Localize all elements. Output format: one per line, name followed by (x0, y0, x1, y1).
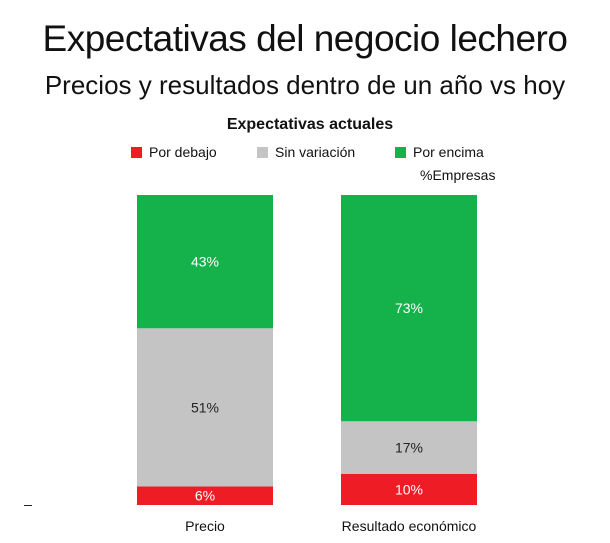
x-tick-label-resultado-economico: Resultado económico (342, 518, 477, 534)
data-label-precio-sin-variacion: 51% (191, 399, 219, 415)
bar-precio-por-debajo (137, 486, 273, 505)
legend-swatch-por-debajo (131, 146, 142, 158)
bar-resultado-economico-por-debajo (341, 474, 477, 505)
axis-dash (24, 505, 32, 506)
page-title: Expectativas del negocio lechero (42, 18, 568, 59)
legend-item-por-encima: Por encima (395, 144, 484, 160)
legend-label-por-debajo: Por debajo (149, 144, 217, 160)
page-subtitle: Precios y resultados dentro de un año vs… (44, 70, 566, 100)
legend-item-sin-variacion: Sin variación (257, 144, 355, 160)
legend-item-por-debajo: Por debajo (131, 144, 217, 160)
data-label-resultado-economico-por-encima: 73% (395, 300, 423, 316)
bar-resultado-economico-por-encima (341, 195, 477, 422)
bar-precio-sin-variacion (137, 328, 273, 487)
legend-label-por-encima: Por encima (413, 144, 484, 160)
data-label-precio-por-encima: 43% (191, 254, 219, 270)
x-tick-label-precio: Precio (185, 518, 225, 534)
legend-swatch-sin-variacion (257, 146, 268, 158)
legend-swatch-por-encima (395, 146, 406, 158)
unit-label: %Empresas (420, 167, 496, 183)
data-label-resultado-economico-sin-variacion: 17% (395, 440, 423, 456)
data-label-precio-por-debajo: 6% (195, 488, 215, 504)
bar-resultado-economico-sin-variacion (341, 421, 477, 474)
chart-title: Expectativas actuales (226, 116, 394, 133)
bar-precio-por-encima (137, 195, 273, 329)
data-label-resultado-economico-por-debajo: 10% (395, 482, 423, 498)
legend-label-sin-variacion: Sin variación (275, 144, 356, 160)
